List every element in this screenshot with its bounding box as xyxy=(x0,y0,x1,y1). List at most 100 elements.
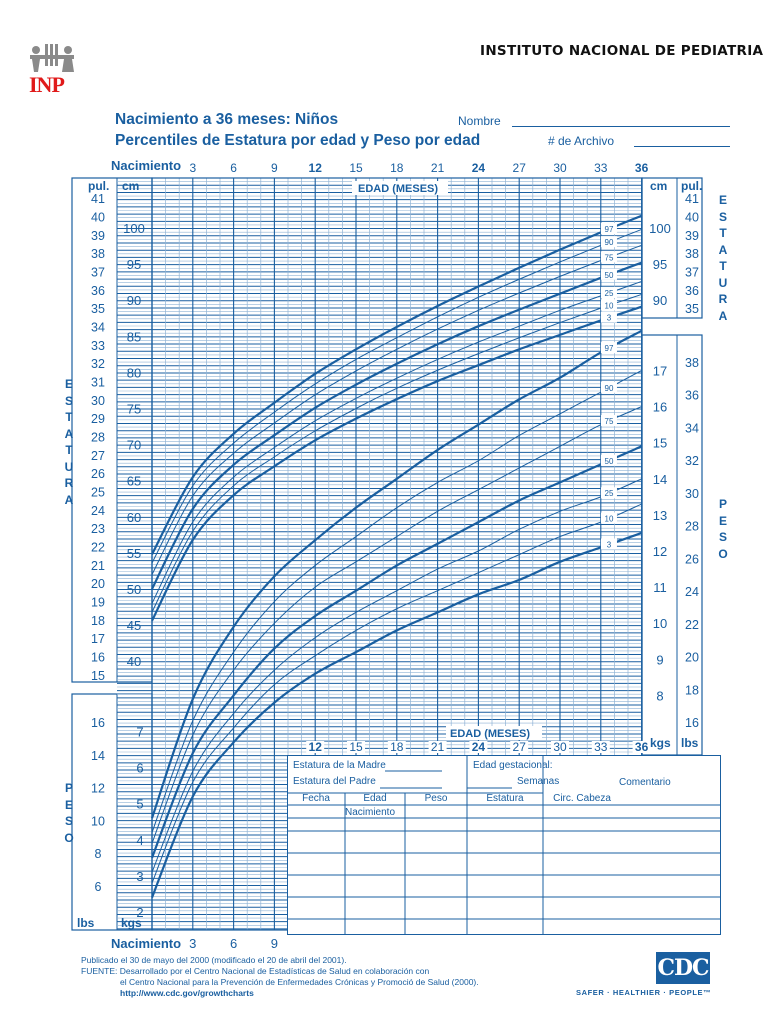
svg-text:16: 16 xyxy=(91,651,105,665)
svg-text:30: 30 xyxy=(685,487,699,501)
svg-text:4: 4 xyxy=(136,833,143,848)
svg-text:36: 36 xyxy=(635,740,649,754)
svg-text:28: 28 xyxy=(685,520,699,534)
svg-text:2: 2 xyxy=(136,905,143,920)
svg-text:16: 16 xyxy=(91,716,105,730)
svg-text:41: 41 xyxy=(91,192,105,206)
svg-text:75: 75 xyxy=(605,417,614,426)
svg-text:24: 24 xyxy=(91,504,105,518)
table-column-header: Peso xyxy=(424,793,448,804)
svg-text:97: 97 xyxy=(605,344,614,353)
svg-text:lbs: lbs xyxy=(681,736,699,750)
svg-text:9: 9 xyxy=(271,161,278,175)
svg-text:36: 36 xyxy=(635,161,649,175)
svg-text:85: 85 xyxy=(127,329,141,344)
svg-text:25: 25 xyxy=(605,289,614,298)
svg-text:26: 26 xyxy=(685,552,699,566)
gestational-age-label: Edad gestacional: xyxy=(473,760,553,771)
svg-text:36: 36 xyxy=(91,284,105,298)
svg-text:40: 40 xyxy=(91,210,105,224)
svg-text:75: 75 xyxy=(127,402,141,417)
table-column-header: Estatura xyxy=(486,793,524,804)
svg-text:24: 24 xyxy=(685,585,699,599)
svg-text:8: 8 xyxy=(656,688,663,703)
svg-text:27: 27 xyxy=(91,449,105,463)
svg-text:31: 31 xyxy=(91,375,105,389)
svg-text:70: 70 xyxy=(127,438,141,453)
svg-text:27: 27 xyxy=(513,740,527,754)
svg-text:50: 50 xyxy=(127,582,141,597)
name-label: Nombre xyxy=(458,114,501,128)
svg-text:19: 19 xyxy=(91,596,105,610)
table-column-header: Circ. Cabeza xyxy=(553,793,611,804)
svg-text:10: 10 xyxy=(605,515,614,524)
svg-text:3: 3 xyxy=(607,314,612,323)
svg-text:38: 38 xyxy=(91,247,105,261)
svg-text:33: 33 xyxy=(91,339,105,353)
svg-text:12: 12 xyxy=(309,740,323,754)
svg-text:7: 7 xyxy=(136,725,143,740)
svg-text:80: 80 xyxy=(127,365,141,380)
svg-text:65: 65 xyxy=(127,474,141,489)
svg-text:17: 17 xyxy=(91,632,105,646)
svg-text:50: 50 xyxy=(605,271,614,280)
chart-title: Nacimiento a 36 meses: Niños xyxy=(115,111,339,128)
top-birth-label: Nacimiento xyxy=(111,158,182,173)
svg-text:11: 11 xyxy=(653,580,667,595)
svg-text:38: 38 xyxy=(685,356,699,370)
name-field[interactable] xyxy=(512,126,730,127)
svg-text:30: 30 xyxy=(91,394,105,408)
svg-text:3: 3 xyxy=(189,161,196,175)
table-column-header: Fecha xyxy=(302,793,330,804)
svg-text:38: 38 xyxy=(685,247,699,261)
svg-text:16: 16 xyxy=(685,716,699,730)
record-table: Estatura de la Madre Estatura del Padre … xyxy=(287,755,721,935)
svg-text:37: 37 xyxy=(685,265,699,279)
source-url[interactable]: http://www.cdc.gov/growthcharts xyxy=(120,988,254,998)
file-number-field[interactable] xyxy=(634,146,730,147)
file-number-label: # de Archivo xyxy=(548,134,615,148)
father-height-label: Estatura del Padre xyxy=(293,776,376,787)
percentile-curves xyxy=(150,214,643,898)
svg-text:12: 12 xyxy=(653,544,667,559)
svg-text:3: 3 xyxy=(607,541,612,550)
svg-text:30: 30 xyxy=(553,740,567,754)
svg-text:22: 22 xyxy=(685,618,699,632)
svg-text:36: 36 xyxy=(685,389,699,403)
svg-text:24: 24 xyxy=(472,161,486,175)
svg-text:29: 29 xyxy=(91,412,105,426)
svg-text:10: 10 xyxy=(605,301,614,310)
svg-text:3: 3 xyxy=(136,869,143,884)
svg-text:100: 100 xyxy=(649,221,671,236)
source-line-2: el Centro Nacional para la Prevención de… xyxy=(120,977,479,987)
first-row-age: Nacimiento xyxy=(345,807,396,818)
inp-logo xyxy=(28,44,76,96)
svg-text:12: 12 xyxy=(91,782,105,796)
svg-text:35: 35 xyxy=(91,302,105,316)
percentile-labels: 97 90 75 50 25 10 3 97 90 75 50 25 10 3 xyxy=(600,223,617,550)
svg-text:12: 12 xyxy=(309,161,323,175)
cdc-tagline: SAFER · HEALTHIER · PEOPLE™ xyxy=(576,988,712,997)
svg-text:5: 5 xyxy=(136,797,143,812)
published-note: Publicado el 30 de mayo del 2000 (modifi… xyxy=(81,955,347,965)
svg-text:39: 39 xyxy=(685,229,699,243)
chart-subtitle: Percentiles de Estatura por edad y Peso … xyxy=(115,132,481,149)
svg-text:33: 33 xyxy=(594,740,608,754)
svg-text:16: 16 xyxy=(653,400,667,415)
svg-text:20: 20 xyxy=(685,651,699,665)
svg-text:3: 3 xyxy=(189,936,196,951)
svg-text:60: 60 xyxy=(127,510,141,525)
svg-text:lbs: lbs xyxy=(77,916,95,930)
svg-text:10: 10 xyxy=(653,616,667,631)
svg-text:37: 37 xyxy=(91,265,105,279)
svg-text:21: 21 xyxy=(431,740,445,754)
svg-text:10: 10 xyxy=(91,814,105,828)
svg-text:9: 9 xyxy=(271,936,278,951)
svg-text:41: 41 xyxy=(685,192,699,206)
source-line-1: FUENTE: Desarrollado por el Centro Nacio… xyxy=(81,966,430,976)
svg-text:90: 90 xyxy=(653,293,667,308)
axis-tick-labels: EDAD (MESES)EDAD (MESES)3 6 9 12 15 18 21 24 27 3… xyxy=(77,161,702,951)
